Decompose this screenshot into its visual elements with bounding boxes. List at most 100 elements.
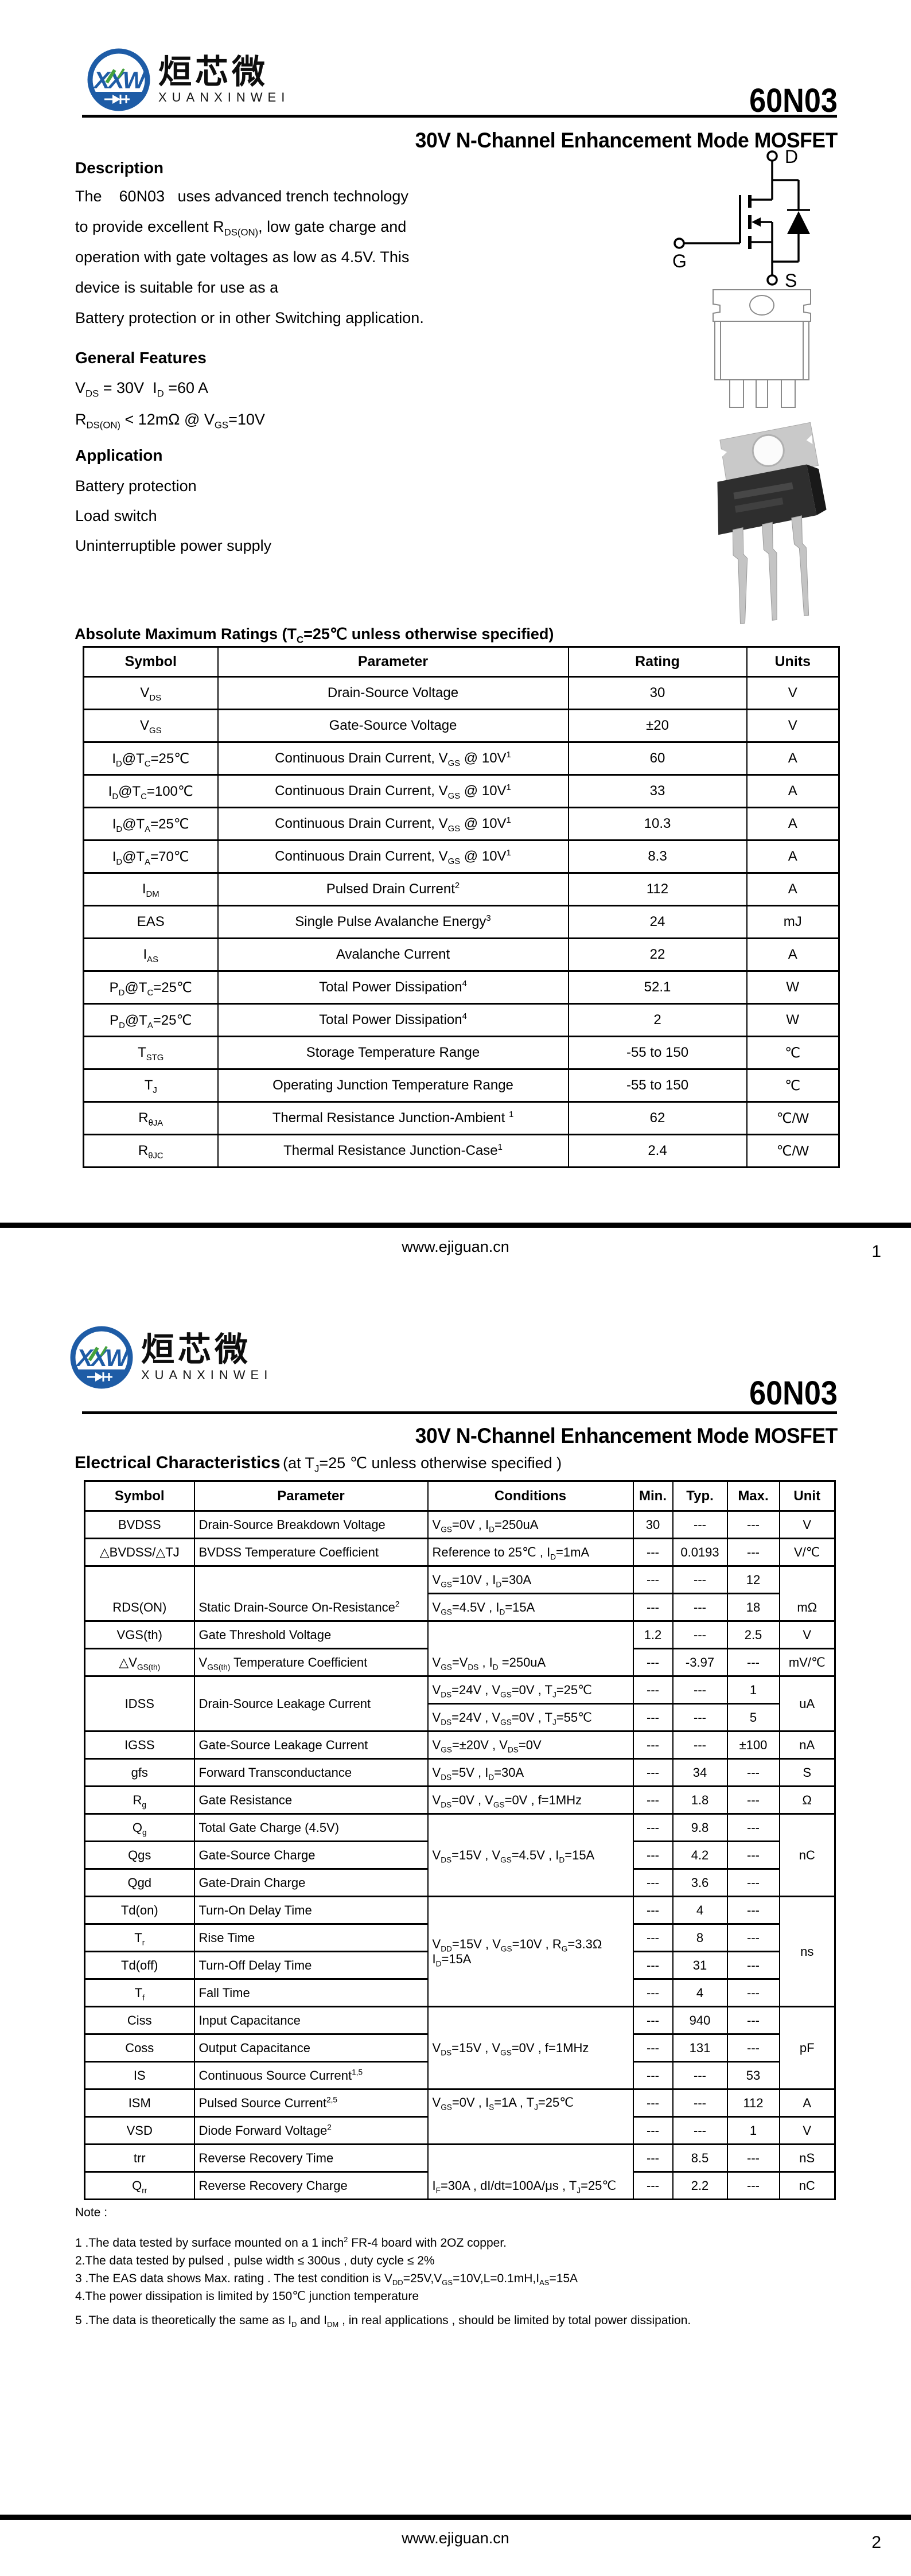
table-row: RθJC Thermal Resistance Junction-Case1 2.4… <box>83 1134 840 1168</box>
cell-parameter: Continuous Drain Current, VGS @ 10V1 <box>217 807 569 841</box>
cell-unit: ns <box>778 1896 836 2007</box>
table-row: VDS=24V , VGS=0V , TJ=55℃ --- --- 5 <box>85 1703 835 1732</box>
cell-unit: nS <box>778 2143 836 2173</box>
col-parameter: Parameter <box>217 646 569 678</box>
cell-conditions: VGS=±20V , VDS=0V <box>427 1730 634 1760</box>
table-row: Qrr Reverse Recovery Charge --- 2.2 --- nC <box>84 2171 836 2200</box>
cell-typ: --- <box>672 1703 728 1732</box>
cell-parameter: BVDSS Temperature Coefficient <box>193 1538 429 1567</box>
table-row: VGS=4.5V , ID=15A --- --- 18 <box>85 1593 835 1622</box>
cell-max: 2.5 <box>726 1620 780 1649</box>
cell-parameter: Fall Time <box>193 1978 429 2007</box>
cell-min: --- <box>632 1593 673 1622</box>
logo-mark-icon: XXW <box>70 1326 133 1389</box>
datasheet-page-2: XXW 烜芯微 XUANXINWEI 60N03 30V N-Channel E… <box>0 1288 911 2576</box>
cell-units: A <box>746 741 840 776</box>
table-row: Rg Gate Resistance VDS=0V , VGS=0V , f=1MH… <box>84 1785 836 1815</box>
notes-section: Note : 1 .The data tested by surface mou… <box>75 2204 821 2329</box>
cell-typ: --- <box>672 1675 728 1705</box>
col-conditions: Conditions <box>427 1480 634 1512</box>
cell-rating: 8.3 <box>567 839 748 874</box>
cell-conditions: VGS=10V , ID=30A <box>427 1565 634 1594</box>
cell-typ: 4.2 <box>672 1840 728 1870</box>
table-row: ID@TA=70℃ Continuous Drain Current, VGS @… <box>83 839 840 874</box>
note-line: 3 .The EAS data shows Max. rating . The … <box>75 2272 578 2287</box>
logo-cjk-name: 烜芯微 <box>158 52 269 91</box>
cell-symbol: Tr <box>84 1923 195 1952</box>
cell-symbol: BVDSS <box>84 1510 195 1539</box>
application-line: Uninterruptible power supply <box>75 537 272 554</box>
cell-symbol: IS <box>84 2061 195 2090</box>
page-subtitle: 30V N-Channel Enhancement Mode MOSFET <box>415 1424 838 1447</box>
svg-text:XXW: XXW <box>76 1344 130 1371</box>
cell-conditions: VGS=0V , ID=250uA <box>427 1510 634 1539</box>
cell-parameter: Reverse Recovery Charge <box>193 2171 429 2200</box>
cell-symbol: gfs <box>84 1758 195 1787</box>
cell-parameter: Continuous Source Current1,5 <box>193 2061 429 2090</box>
table-row: △BVDSS/△TJ BVDSS Temperature Coefficient R… <box>84 1538 836 1567</box>
table-row: VGS Gate-Source Voltage ±20 V <box>83 709 840 743</box>
cell-units: A <box>746 937 840 972</box>
mosfet-arrow-icon <box>752 217 761 227</box>
cell-symbol: RDS(ON) <box>84 1565 195 1622</box>
cell-min: --- <box>632 1840 673 1870</box>
table-row: RθJA Thermal Resistance Junction-Ambient … <box>83 1101 840 1135</box>
cell-units: ℃/W <box>746 1134 840 1168</box>
package-photo <box>717 422 827 624</box>
cell-max: --- <box>726 2171 780 2200</box>
cell-min: --- <box>632 2171 673 2200</box>
table-row: VSD Diode Forward Voltage2 --- --- 1 V <box>84 2116 836 2145</box>
table-row: IAS Avalanche Current 22 A <box>83 937 840 972</box>
mosfet-symbol-diagram: D G S <box>672 146 810 291</box>
cell-parameter: Pulsed Source Current2,5 <box>193 2088 429 2118</box>
table-row: Tf Fall Time --- 4 --- <box>84 1978 835 2007</box>
cell-unit: V <box>778 1620 836 1649</box>
cell-max: --- <box>726 1785 780 1815</box>
cell-parameter: Forward Transconductance <box>193 1758 429 1787</box>
cell-min: --- <box>632 1703 673 1732</box>
col-units: Units <box>746 646 840 678</box>
cell-unit: V <box>778 2116 836 2145</box>
table-row: Td(off) Turn-Off Delay Time --- 31 --- <box>84 1951 835 1980</box>
electrical-characteristics-table: Symbol Parameter Conditions Min. Typ. Ma… <box>84 1480 836 2200</box>
table-row: EAS Single Pulse Avalanche Energy3 24 mJ <box>83 905 840 939</box>
electrical-characteristics-title: Electrical Characteristics (at TJ=25 ℃ u… <box>75 1453 562 1473</box>
table-row: Qg Total Gate Charge (4.5V) VDS=15V , VGS=… <box>84 1813 836 1897</box>
cell-unit: mΩ <box>778 1565 836 1622</box>
cell-max: --- <box>726 1538 780 1567</box>
cell-max: --- <box>726 1510 780 1539</box>
cell-conditions: VDS=24V , VGS=0V , TJ=55℃ <box>427 1703 634 1732</box>
cell-symbol: IAS <box>83 937 219 972</box>
application-line: Battery protection <box>75 477 197 495</box>
cell-parameter: Gate-Drain Charge <box>193 1868 429 1897</box>
footer-website: www.ejiguan.cn <box>402 2530 509 2547</box>
cell-parameter: Total Gate Charge (4.5V) <box>193 1813 429 1842</box>
cell-typ: --- <box>672 1565 728 1594</box>
cell-typ: --- <box>672 2116 728 2145</box>
table-row: RDS(ON) Static Drain-Source On-Resistance… <box>84 1565 836 1622</box>
table-row: TJ Operating Junction Temperature Range -5… <box>83 1068 840 1103</box>
cell-parameter: Drain-Source Leakage Current <box>193 1675 429 1732</box>
cell-typ: --- <box>672 1510 728 1539</box>
part-number: 60N03 <box>749 1375 838 1412</box>
cell-typ: 1.8 <box>672 1785 728 1815</box>
terminal-label-g: G <box>672 251 687 271</box>
footer-website: www.ejiguan.cn <box>402 1238 509 1255</box>
cell-symbol: trr <box>84 2143 195 2173</box>
cell-units: V <box>746 709 840 743</box>
cell-symbol: TSTG <box>83 1036 219 1070</box>
col-unit: Unit <box>778 1480 836 1512</box>
table-row: trr Reverse Recovery Time IF=30A , dI/dt=1… <box>84 2143 836 2200</box>
col-symbol: Symbol <box>84 1480 195 1512</box>
cell-max: --- <box>726 1923 780 1952</box>
cell-max: --- <box>726 1896 780 1925</box>
absolute-maximum-ratings-table: Symbol Parameter Rating Units VDS Drain-S… <box>83 646 840 1168</box>
cell-parameter: Gate-Source Charge <box>193 1840 429 1870</box>
table-row: VGS(th) Gate Threshold Voltage VGS=VDS , I… <box>84 1620 836 1677</box>
table-row: Qgs Gate-Source Charge --- 4.2 --- <box>84 1840 835 1870</box>
cell-units: mJ <box>746 905 840 939</box>
cell-min: --- <box>632 1648 673 1677</box>
table-row: VDS Drain-Source Voltage 30 V <box>83 676 840 710</box>
logo-latin-name: XUANXINWEI <box>158 90 290 105</box>
col-rating: Rating <box>567 646 748 678</box>
